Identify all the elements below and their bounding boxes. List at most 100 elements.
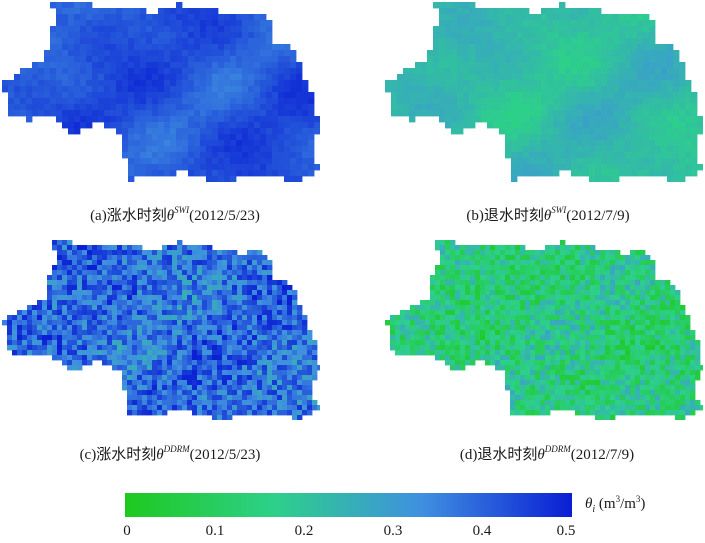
caption-c-prefix: (c)涨水时刻 [79, 447, 157, 463]
grid-cell [104, 44, 111, 51]
grid-cell [167, 350, 173, 356]
grid-cell [685, 122, 692, 129]
grid-cell [655, 305, 661, 311]
grid-cell [565, 330, 571, 336]
grid-cell [267, 340, 273, 346]
grid-cell [202, 295, 208, 301]
grid-cell [637, 74, 644, 81]
grid-cell [80, 14, 87, 21]
grid-cell [86, 50, 93, 57]
grid-cell [439, 104, 446, 111]
grid-cell [645, 265, 651, 271]
grid-cell [495, 325, 501, 331]
grid-cell [535, 128, 542, 135]
grid-cell [167, 290, 173, 296]
grid-cell [152, 86, 159, 93]
grid-cell [218, 68, 225, 75]
grid-cell [47, 275, 53, 281]
grid-cell [128, 44, 135, 51]
grid-cell [415, 320, 421, 326]
grid-cell [237, 275, 243, 281]
grid-cell [236, 140, 243, 147]
grid-cell [610, 280, 616, 286]
grid-cell [457, 92, 464, 99]
grid-cell [430, 310, 436, 316]
grid-cell [80, 116, 87, 123]
grid-cell [172, 375, 178, 381]
grid-cell [547, 140, 554, 147]
grid-cell [207, 360, 213, 366]
grid-cell [56, 104, 63, 111]
grid-cell [469, 2, 476, 9]
grid-cell [475, 50, 482, 57]
grid-cell [68, 56, 75, 63]
grid-cell [170, 14, 177, 21]
grid-cell [312, 375, 318, 381]
grid-cell [248, 38, 255, 45]
grid-cell [212, 295, 218, 301]
grid-cell [427, 68, 434, 75]
grid-cell [47, 320, 53, 326]
grid-cell [152, 330, 158, 336]
grid-cell [397, 80, 404, 87]
grid-cell [282, 365, 288, 371]
grid-cell [127, 315, 133, 321]
grid-cell [167, 280, 173, 286]
grid-cell [670, 340, 676, 346]
grid-cell [547, 164, 554, 171]
grid-cell [284, 56, 291, 63]
grid-cell [167, 295, 173, 301]
grid-cell [188, 8, 195, 15]
grid-cell [667, 80, 674, 87]
grid-cell [170, 44, 177, 51]
grid-cell [237, 400, 243, 406]
grid-cell [207, 340, 213, 346]
grid-cell [147, 255, 153, 261]
grid-cell [192, 350, 198, 356]
grid-cell [650, 315, 656, 321]
grid-cell [146, 110, 153, 117]
caption-c: (c)涨水时刻θDDRM(2012/5/23) [20, 443, 320, 464]
grid-cell [147, 375, 153, 381]
grid-cell [296, 170, 303, 177]
grid-cell [170, 62, 177, 69]
grid-cell [505, 20, 512, 27]
grid-cell [207, 390, 213, 396]
grid-cell [302, 400, 308, 406]
grid-cell [655, 128, 662, 135]
grid-cell [224, 176, 231, 182]
grid-cell [128, 32, 135, 39]
grid-cell [200, 152, 207, 159]
grid-cell [57, 285, 63, 291]
grid-cell [312, 340, 318, 346]
grid-cell [26, 116, 33, 123]
grid-cell [284, 146, 291, 153]
grid-cell [510, 245, 516, 251]
grid-cell [188, 20, 195, 27]
grid-cell [410, 335, 416, 341]
grid-cell [475, 104, 482, 111]
grid-cell [560, 320, 566, 326]
grid-cell [308, 146, 315, 153]
grid-cell [523, 98, 530, 105]
grid-cell [560, 295, 566, 301]
grid-cell [540, 260, 546, 266]
grid-cell [277, 350, 283, 356]
grid-cell [463, 116, 470, 123]
grid-cell [451, 92, 458, 99]
grid-cell [272, 360, 278, 366]
grid-cell [529, 122, 536, 129]
grid-cell [187, 315, 193, 321]
grid-cell [107, 355, 113, 361]
grid-cell [525, 255, 531, 261]
grid-cell [177, 335, 183, 341]
grid-cell [262, 325, 268, 331]
grid-cell [140, 62, 147, 69]
grid-cell [660, 315, 666, 321]
grid-cell [595, 325, 601, 331]
grid-cell [460, 285, 466, 291]
grid-cell [420, 305, 426, 311]
grid-cell [217, 350, 223, 356]
grid-cell [152, 32, 159, 39]
grid-cell [547, 68, 554, 75]
